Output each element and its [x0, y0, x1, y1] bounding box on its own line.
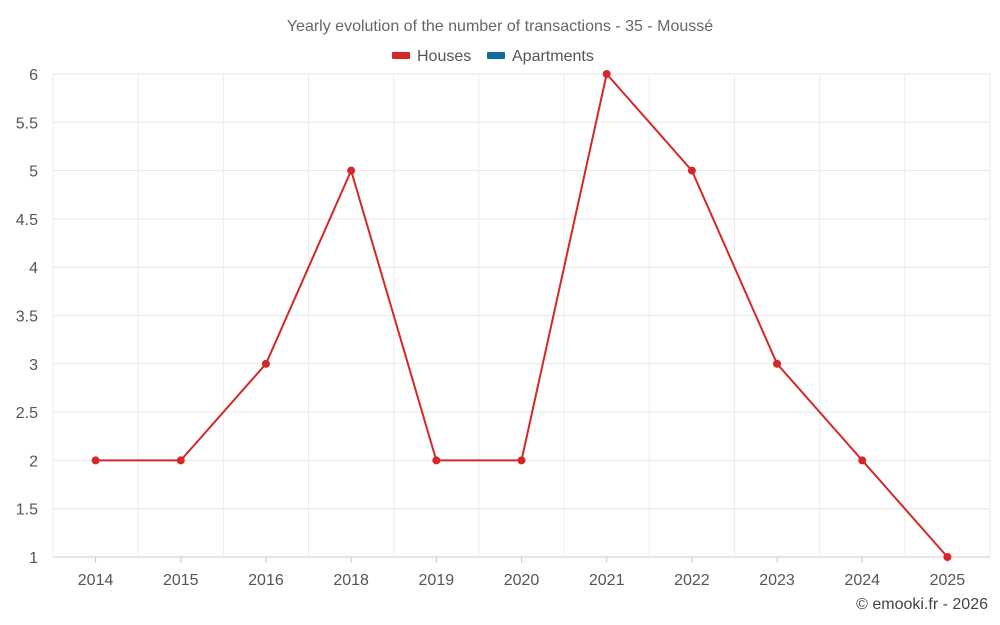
- y-tick-label: 4: [29, 260, 38, 277]
- legend[interactable]: Houses Apartments: [392, 48, 594, 65]
- x-tick-label: 2018: [333, 572, 369, 589]
- legend-label-houses: Houses: [417, 48, 471, 65]
- y-tick-label: 1.5: [16, 502, 38, 519]
- data-point-houses[interactable]: [858, 456, 867, 465]
- series-houses: [91, 70, 952, 561]
- legend-label-apartments: Apartments: [512, 48, 594, 65]
- x-tick-label: 2019: [419, 572, 455, 589]
- data-point-houses[interactable]: [943, 553, 952, 561]
- y-tick-label: 2: [29, 453, 38, 470]
- y-tick-label: 4.5: [16, 212, 38, 229]
- y-tick-label: 5: [29, 164, 38, 181]
- legend-item-apartments[interactable]: Apartments: [487, 48, 594, 65]
- data-point-houses[interactable]: [432, 456, 441, 465]
- data-point-houses[interactable]: [517, 456, 526, 465]
- x-tick-label: 2023: [759, 572, 795, 589]
- data-point-houses[interactable]: [773, 359, 782, 368]
- data-point-houses[interactable]: [347, 166, 356, 175]
- grid: [52, 73, 991, 558]
- x-tick-label: 2015: [163, 572, 199, 589]
- data-point-houses[interactable]: [687, 166, 696, 175]
- y-tick-label: 1: [29, 550, 38, 567]
- x-tick-label: 2022: [674, 572, 710, 589]
- x-tick-label: 2016: [248, 572, 284, 589]
- y-tick-label: 5.5: [16, 115, 38, 132]
- y-tick-label: 3: [29, 357, 38, 374]
- legend-item-houses[interactable]: Houses: [392, 48, 471, 65]
- credit-text: © emooki.fr - 2026: [856, 596, 988, 613]
- y-tick-label: 6: [29, 67, 38, 84]
- legend-swatch-apartments: [487, 52, 505, 59]
- y-tick-label: 2.5: [16, 405, 38, 422]
- data-point-houses[interactable]: [91, 456, 100, 465]
- x-tick-label: 2021: [589, 572, 625, 589]
- legend-swatch-houses: [392, 52, 410, 59]
- data-point-houses[interactable]: [176, 456, 185, 465]
- x-tick-label: 2014: [78, 572, 114, 589]
- data-point-houses[interactable]: [261, 359, 270, 368]
- y-axis: 1 1.5 2 2.5 3 3.5 4 4.5 5 5.5 6: [16, 67, 38, 567]
- x-tick-label: 2025: [930, 572, 966, 589]
- x-axis: 2014 2015 2016 2018 2019 2020 2021 2022 2023 2024…: [53, 556, 990, 589]
- x-tick-label: 2020: [504, 572, 540, 589]
- x-tick-label: 2024: [844, 572, 880, 589]
- chart-title: Yearly evolution of the number of transa…: [287, 18, 713, 35]
- data-point-houses[interactable]: [602, 70, 611, 78]
- y-tick-label: 3.5: [16, 309, 38, 326]
